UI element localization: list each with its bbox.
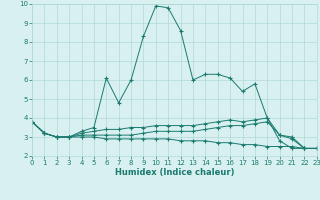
- X-axis label: Humidex (Indice chaleur): Humidex (Indice chaleur): [115, 168, 234, 177]
